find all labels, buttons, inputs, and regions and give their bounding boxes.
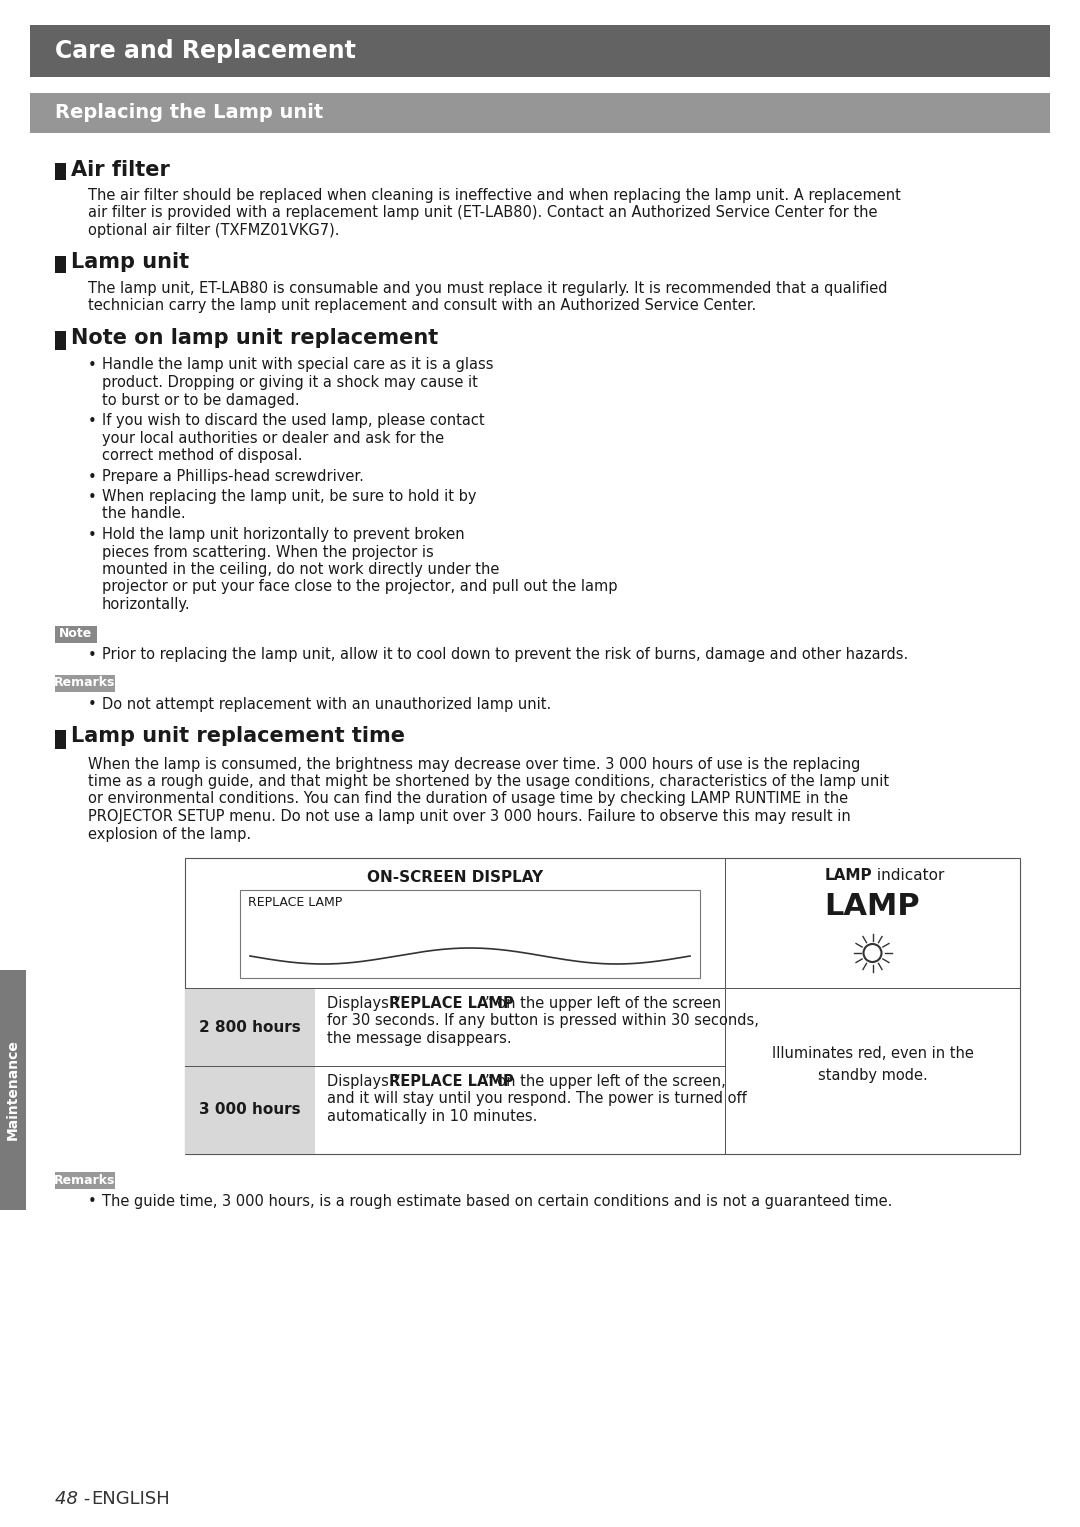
Text: your local authorities or dealer and ask for the: your local authorities or dealer and ask… [102, 431, 444, 446]
Text: Note: Note [59, 628, 93, 640]
Text: or environmental conditions. You can find the duration of usage time by checking: or environmental conditions. You can fin… [87, 791, 848, 806]
Text: Lamp unit: Lamp unit [71, 252, 189, 272]
Text: ” on the upper left of the screen,: ” on the upper left of the screen, [485, 1073, 726, 1089]
Text: indicator: indicator [873, 867, 945, 883]
Text: •: • [87, 696, 97, 712]
Text: the message disappears.: the message disappears. [327, 1031, 512, 1046]
Text: Note on lamp unit replacement: Note on lamp unit replacement [71, 327, 438, 348]
Text: 48 -: 48 - [55, 1490, 91, 1509]
Text: Lamp unit replacement time: Lamp unit replacement time [71, 727, 405, 747]
Text: •: • [87, 414, 97, 429]
Bar [55, 255, 66, 272]
Text: time as a rough guide, and that might be shortened by the usage conditions, char: time as a rough guide, and that might be… [87, 774, 889, 789]
Text: ENGLISH: ENGLISH [91, 1490, 170, 1509]
Text: •: • [87, 359, 97, 374]
Text: •: • [87, 647, 97, 663]
Text: and it will stay until you respond. The power is turned off: and it will stay until you respond. The … [327, 1092, 746, 1107]
Text: optional air filter (TXFMZ01VKG7).: optional air filter (TXFMZ01VKG7). [87, 223, 339, 238]
Text: Hold the lamp unit horizontally to prevent broken: Hold the lamp unit horizontally to preve… [102, 527, 464, 542]
Bar [185, 1066, 315, 1154]
Text: Prepare a Phillips-head screwdriver.: Prepare a Phillips-head screwdriver. [102, 469, 364, 484]
Text: ” on the upper left of the screen: ” on the upper left of the screen [485, 996, 721, 1011]
Text: automatically in 10 minutes.: automatically in 10 minutes. [327, 1109, 538, 1124]
Bar [55, 675, 114, 692]
Text: Prior to replacing the lamp unit, allow it to cool down to prevent the risk of b: Prior to replacing the lamp unit, allow … [102, 647, 908, 663]
Bar [55, 330, 66, 350]
Bar [240, 890, 700, 977]
Text: Replacing the Lamp unit: Replacing the Lamp unit [55, 104, 323, 122]
Bar [30, 93, 1050, 133]
Text: technician carry the lamp unit replacement and consult with an Authorized Servic: technician carry the lamp unit replaceme… [87, 298, 756, 313]
Text: correct method of disposal.: correct method of disposal. [102, 447, 302, 463]
Text: Displays “: Displays “ [327, 1073, 401, 1089]
Text: The lamp unit, ET-LAB80 is consumable and you must replace it regularly. It is r: The lamp unit, ET-LAB80 is consumable an… [87, 281, 888, 296]
Text: When replacing the lamp unit, be sure to hold it by: When replacing the lamp unit, be sure to… [102, 489, 476, 504]
Text: Air filter: Air filter [71, 160, 170, 180]
Text: the handle.: the handle. [102, 507, 186, 522]
Text: The guide time, 3 000 hours, is a rough estimate based on certain conditions and: The guide time, 3 000 hours, is a rough … [102, 1194, 892, 1209]
Text: mounted in the ceiling, do not work directly under the: mounted in the ceiling, do not work dire… [102, 562, 499, 577]
Text: •: • [87, 528, 97, 544]
Text: 2 800 hours: 2 800 hours [199, 1020, 301, 1034]
Bar [55, 163, 66, 180]
Text: ON-SCREEN DISPLAY: ON-SCREEN DISPLAY [367, 870, 543, 886]
Text: Displays “: Displays “ [327, 996, 401, 1011]
Bar [55, 1173, 114, 1190]
Text: The air filter should be replaced when cleaning is ineffective and when replacin: The air filter should be replaced when c… [87, 188, 901, 203]
Text: If you wish to discard the used lamp, please contact: If you wish to discard the used lamp, pl… [102, 412, 485, 428]
Text: explosion of the lamp.: explosion of the lamp. [87, 826, 252, 841]
Text: 3 000 hours: 3 000 hours [199, 1102, 301, 1118]
Text: air filter is provided with a replacement lamp unit (ET-LAB80). Contact an Autho: air filter is provided with a replacemen… [87, 206, 877, 220]
Text: •: • [87, 490, 97, 505]
Text: Do not attempt replacement with an unauthorized lamp unit.: Do not attempt replacement with an unaut… [102, 696, 551, 712]
Text: PROJECTOR SETUP menu. Do not use a lamp unit over 3 000 hours. Failure to observ: PROJECTOR SETUP menu. Do not use a lamp … [87, 809, 851, 825]
Bar [30, 24, 1050, 76]
Text: Care and Replacement: Care and Replacement [55, 40, 356, 63]
Text: horizontally.: horizontally. [102, 597, 191, 612]
Text: REPLACE LAMP: REPLACE LAMP [389, 1073, 514, 1089]
Text: Maintenance: Maintenance [6, 1040, 21, 1141]
Text: Remarks: Remarks [54, 676, 116, 690]
Text: pieces from scattering. When the projector is: pieces from scattering. When the project… [102, 545, 434, 559]
Bar [55, 626, 97, 643]
Text: Illuminates red, even in the
standby mode.: Illuminates red, even in the standby mod… [771, 1046, 973, 1083]
Text: to burst or to be damaged.: to burst or to be damaged. [102, 392, 299, 408]
Bar [55, 730, 66, 748]
Text: product. Dropping or giving it a shock may cause it: product. Dropping or giving it a shock m… [102, 376, 477, 389]
Text: •: • [87, 1194, 97, 1209]
Text: When the lamp is consumed, the brightness may decrease over time. 3 000 hours of: When the lamp is consumed, the brightnes… [87, 756, 861, 771]
Text: LAMP: LAMP [825, 867, 873, 883]
Text: projector or put your face close to the projector, and pull out the lamp: projector or put your face close to the … [102, 580, 618, 594]
Bar [185, 988, 315, 1066]
Text: REPLACE LAMP: REPLACE LAMP [389, 996, 514, 1011]
Text: Remarks: Remarks [54, 1174, 116, 1186]
Bar [0, 970, 26, 1209]
Text: •: • [87, 469, 97, 484]
Text: for 30 seconds. If any button is pressed within 30 seconds,: for 30 seconds. If any button is pressed… [327, 1014, 759, 1029]
Text: LAMP: LAMP [825, 892, 920, 921]
Text: REPLACE LAMP: REPLACE LAMP [248, 896, 342, 909]
Bar [185, 858, 1020, 1154]
Text: Handle the lamp unit with special care as it is a glass: Handle the lamp unit with special care a… [102, 357, 494, 373]
